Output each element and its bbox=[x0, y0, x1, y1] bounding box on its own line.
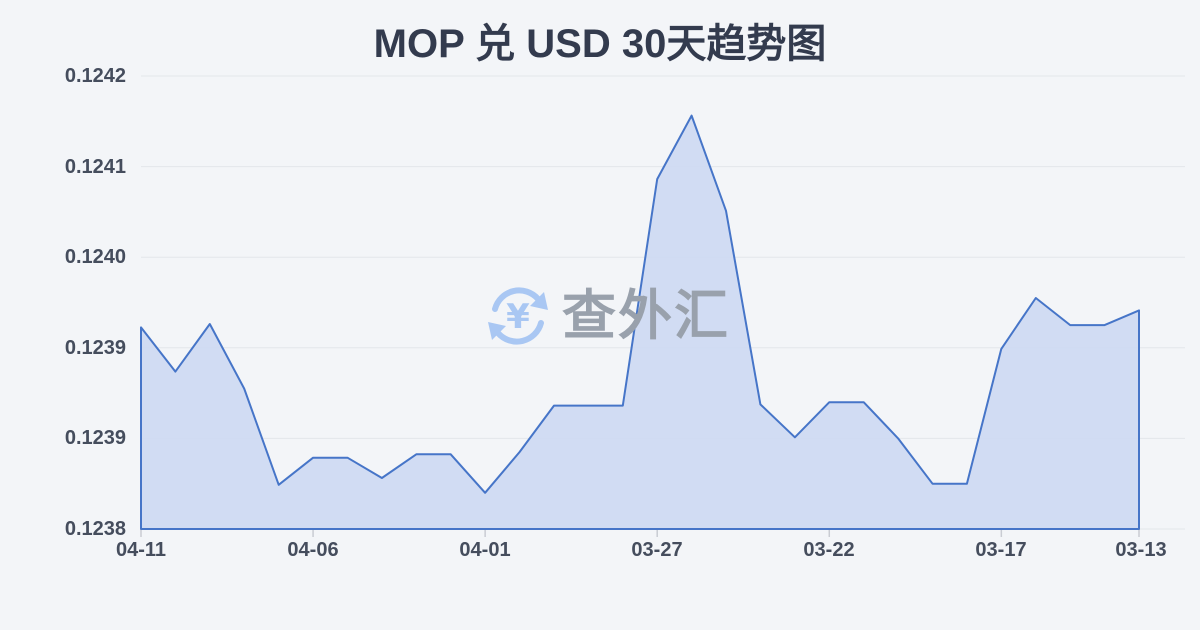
y-axis-tick-label: 0.1238 bbox=[64, 518, 126, 540]
x-axis-tick-label: 03-22 bbox=[803, 539, 855, 561]
y-axis-tick-label: 0.1241 bbox=[64, 155, 126, 178]
y-axis-tick-label: 0.1239 bbox=[64, 336, 126, 359]
x-axis-tick-label: 04-11 bbox=[115, 539, 167, 561]
x-axis-tick-label: 03-17 bbox=[975, 539, 1027, 561]
x-axis-tick-label: 04-06 bbox=[287, 539, 339, 561]
y-axis-tick-label: 0.1242 bbox=[64, 65, 126, 87]
x-axis-tick-label: 03-27 bbox=[631, 539, 683, 561]
chart-title: MOP 兑 USD 30天趋势图 bbox=[373, 22, 827, 66]
y-axis-tick-label: 0.1240 bbox=[64, 246, 126, 269]
x-axis-tick-label: 03-13 bbox=[1115, 539, 1167, 561]
y-axis-tick-label: 0.1239 bbox=[64, 427, 126, 450]
x-axis-tick-label: 04-01 bbox=[459, 539, 511, 561]
